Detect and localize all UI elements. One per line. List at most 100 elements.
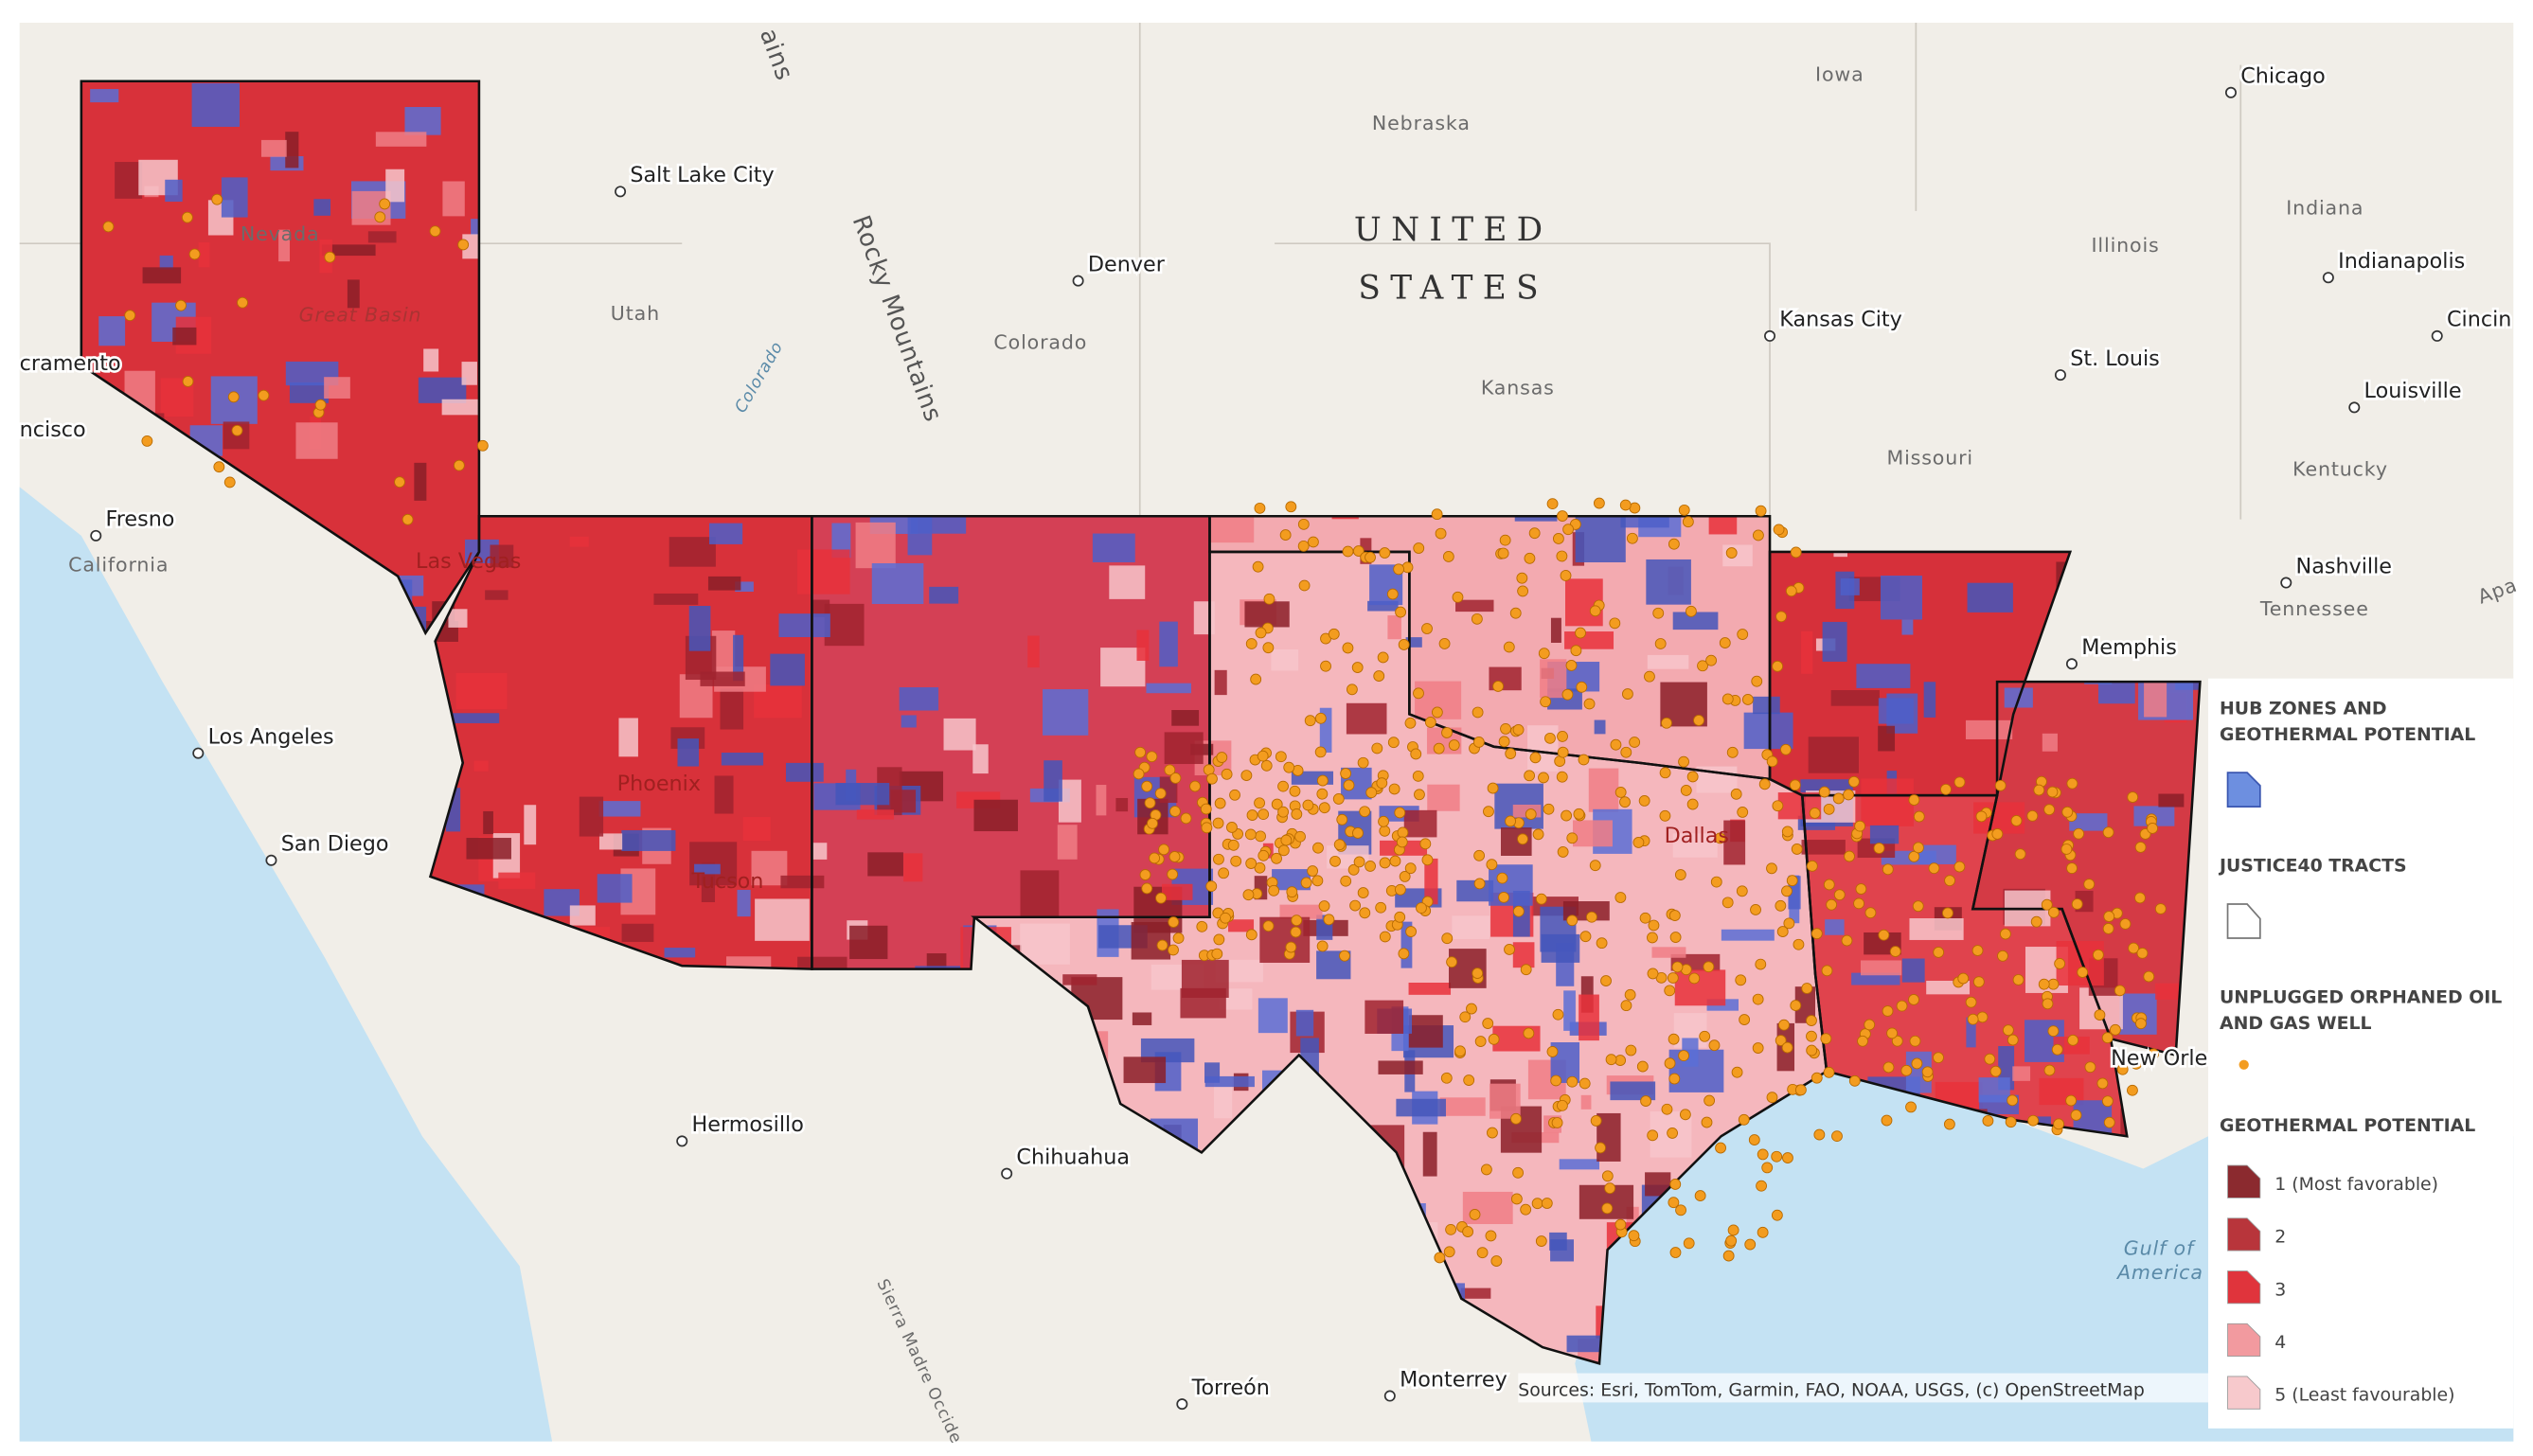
tract-patch [1439, 1097, 1486, 1116]
tract-patch [1489, 1083, 1521, 1119]
well-marker [1566, 832, 1579, 844]
well-marker [1873, 843, 1885, 854]
well-marker [1379, 857, 1391, 869]
region-label: Nevada [241, 222, 320, 245]
well-marker [1211, 948, 1223, 960]
well-marker [1984, 1053, 1996, 1065]
tract-patch [1901, 958, 1925, 983]
well-marker [1311, 875, 1324, 887]
well-marker [1775, 899, 1787, 912]
well-marker [314, 399, 327, 411]
well-marker [1731, 1066, 1743, 1078]
region-label: California [68, 554, 169, 577]
well-marker [231, 424, 243, 436]
tract-patch [191, 82, 241, 127]
well-marker [1781, 885, 1793, 897]
well-marker [1855, 883, 1867, 895]
well-marker [1352, 827, 1364, 839]
city-label: Denver [1088, 252, 1166, 276]
wells [102, 193, 2167, 1268]
well-marker [1647, 932, 1658, 944]
well-marker [1944, 875, 1955, 887]
well-marker [1699, 1030, 1711, 1042]
well-marker [181, 211, 193, 223]
well-marker [1786, 875, 1798, 887]
well-marker [1398, 639, 1410, 650]
tract-patch [785, 762, 824, 782]
well-marker [1394, 911, 1406, 923]
well-marker [1386, 588, 1399, 600]
well-marker [1260, 759, 1273, 772]
region-label: Tennessee [2259, 597, 2369, 620]
well-marker [1561, 809, 1573, 822]
well-marker [1668, 1197, 1680, 1209]
well-marker [1725, 1234, 1738, 1247]
well-marker [1448, 739, 1460, 751]
well-marker [1771, 1209, 1783, 1221]
well-marker [1375, 901, 1387, 914]
well-marker [1647, 1129, 1659, 1142]
well-marker [1271, 798, 1283, 810]
well-marker [1882, 1061, 1895, 1074]
city-labels: Chicago Salt Lake City Denver Kansas Cit… [17, 62, 2514, 1411]
well-marker [2066, 862, 2078, 875]
well-marker [1304, 715, 1316, 727]
tract-patch [901, 715, 917, 728]
tract-patch [115, 162, 143, 199]
tract-patch [1057, 825, 1078, 860]
tract-patch [742, 817, 771, 842]
well-marker [1433, 742, 1445, 755]
well-marker [1277, 844, 1290, 857]
tract-patch [1020, 923, 1070, 965]
well-marker [1285, 941, 1297, 953]
well-marker [1544, 732, 1556, 744]
well-marker [1736, 885, 1748, 897]
tract-patch [1092, 533, 1135, 562]
well-marker [1809, 807, 1821, 819]
well-marker [1715, 1142, 1726, 1154]
well-marker [1156, 939, 1168, 951]
well-marker [1678, 504, 1690, 516]
city: Hermosillo [676, 1110, 806, 1147]
well-marker [1766, 755, 1778, 768]
well-marker [1405, 926, 1417, 937]
well-marker [476, 439, 489, 452]
well-marker [1625, 1044, 1637, 1056]
well-marker [453, 459, 465, 471]
well-marker [1780, 743, 1792, 755]
city: Kansas City [1764, 305, 1904, 342]
well-marker [1737, 806, 1749, 818]
well-marker [1590, 1114, 1602, 1127]
well-marker [1393, 563, 1405, 576]
well-marker [1469, 1208, 1481, 1220]
well-marker [1857, 1035, 1868, 1047]
well-marker [1302, 799, 1314, 811]
tract-patch [733, 634, 744, 682]
tract-patch [1123, 1056, 1167, 1084]
tract-patch [441, 399, 483, 416]
tract-patch [313, 199, 331, 216]
tract-patch [1753, 696, 1780, 715]
well-marker [1576, 681, 1588, 693]
well-marker [1505, 815, 1516, 827]
tract-patch [1424, 858, 1438, 905]
well-marker [1708, 1039, 1721, 1052]
tract-patch [260, 139, 287, 157]
tract-patch [1365, 1000, 1404, 1034]
well-marker [1503, 641, 1515, 653]
well-marker [1686, 605, 1697, 617]
legend-class-label: 1 (Most favorable) [2274, 1174, 2438, 1195]
well-marker [1316, 774, 1329, 787]
well-marker [175, 299, 187, 311]
legend-title: HUB ZONES AND GEOTHERMAL POTENTIAL [2220, 698, 2475, 744]
tract-patch [1801, 840, 1846, 855]
well-marker [1756, 1180, 1767, 1192]
tract-patch [1610, 1081, 1656, 1101]
well-marker [1579, 931, 1592, 943]
well-marker [1601, 1202, 1614, 1215]
well-marker [1404, 862, 1417, 875]
city-label: Memphis [2081, 635, 2177, 660]
tract-patch [929, 586, 959, 604]
city-label: cramento [20, 351, 121, 376]
city-label: Tucson [691, 869, 764, 894]
